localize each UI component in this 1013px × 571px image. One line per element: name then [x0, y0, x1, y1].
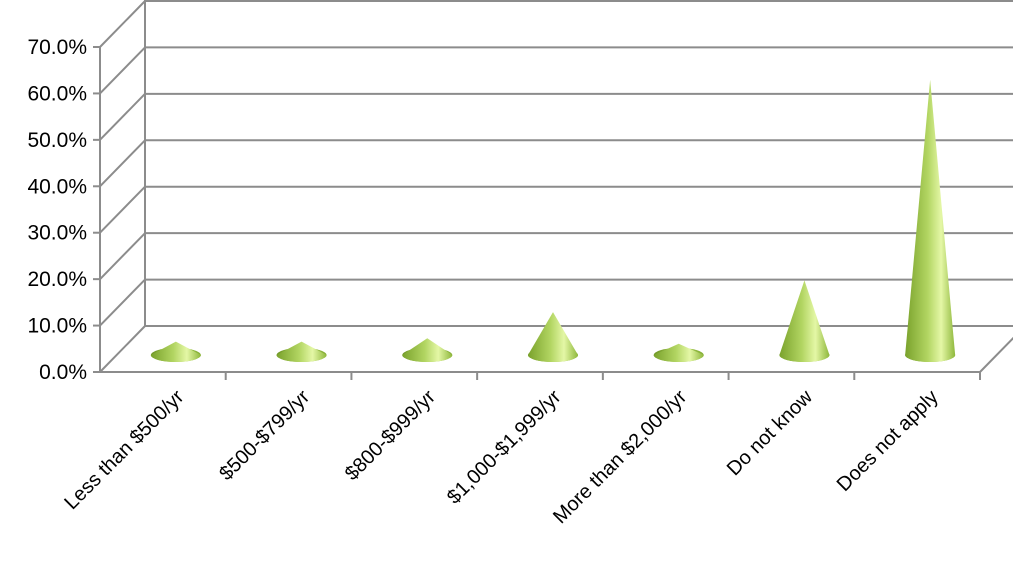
- x-tick-label: Less than $500/yr: [60, 386, 188, 514]
- x-tick-label: $1,000-$1,999/yr: [443, 386, 566, 509]
- cone-bar: [528, 312, 578, 362]
- x-tick-label: Does not apply: [833, 386, 943, 496]
- cone-bar: [653, 343, 704, 362]
- cone-body: [276, 341, 327, 362]
- x-tick-label: $800-$999/yr: [341, 386, 440, 485]
- cone-body: [905, 79, 956, 363]
- cone-bar: [779, 280, 830, 362]
- y-tick-label: 60.0%: [27, 82, 87, 105]
- x-tick-label: More than $2,000/yr: [549, 386, 691, 528]
- y-tick-label: 50.0%: [27, 129, 87, 152]
- y-tick-label: 70.0%: [27, 36, 87, 59]
- cone-body: [528, 312, 578, 362]
- cone-bar: [150, 341, 201, 362]
- gridline-wall: [99, 139, 146, 187]
- gridline-wall: [99, 46, 146, 95]
- cone-body: [779, 280, 830, 362]
- y-tick-label: 0.0%: [39, 361, 87, 384]
- cone-bar: [276, 341, 327, 362]
- gridline-wall: [99, 0, 146, 48]
- y-tick-label: 20.0%: [27, 268, 87, 291]
- cone-body: [402, 338, 453, 362]
- cone-body: [150, 341, 201, 362]
- axes: [93, 0, 1013, 380]
- gridline-wall: [99, 278, 146, 327]
- x-tick-label: Do not know: [723, 386, 818, 481]
- y-tick-labels: 0.0% 10.0% 20.0% 30.0% 40.0% 50.0% 60.0% 70.0%: [27, 36, 87, 384]
- y-tick-label: 40.0%: [27, 175, 87, 198]
- floor-right-edge: [979, 336, 1013, 373]
- cone-bar: [402, 338, 453, 362]
- x-tick-label: $500-$799/yr: [215, 386, 314, 485]
- x-tick-labels: Less than $500/yr $500-$799/yr $800-$999/y…: [60, 386, 942, 529]
- cone-body: [653, 343, 704, 362]
- cones: [150, 79, 956, 363]
- y-tick-label: 10.0%: [27, 315, 87, 338]
- y-tick-label: 30.0%: [27, 222, 87, 245]
- gridlines: [99, 0, 1013, 327]
- gridline-wall: [99, 186, 146, 234]
- gridline-wall: [99, 93, 146, 141]
- cone-bar: [905, 79, 956, 363]
- floor-left-edge: [99, 325, 146, 373]
- gridline-wall: [99, 232, 146, 280]
